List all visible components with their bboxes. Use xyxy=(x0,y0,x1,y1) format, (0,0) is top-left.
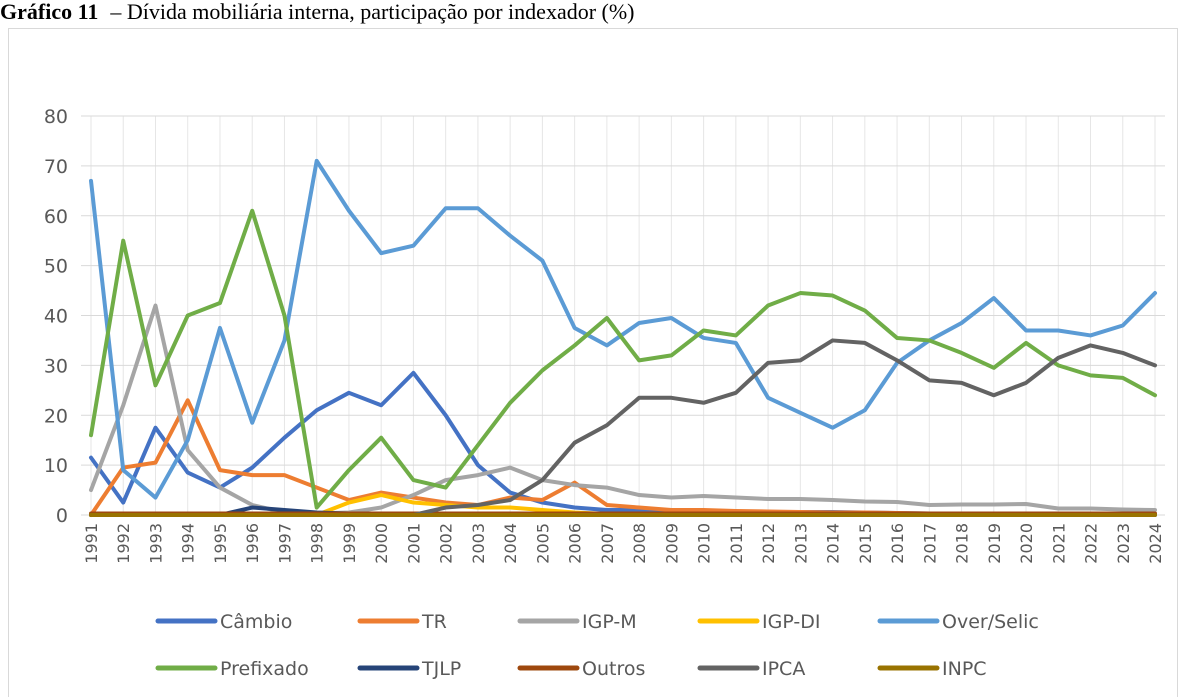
x-tick-label: 2015 xyxy=(856,523,875,564)
x-tick-label: 1996 xyxy=(243,523,262,564)
legend-label: Over/Selic xyxy=(942,611,1039,633)
line-series xyxy=(89,208,1157,510)
x-tick-label: 1999 xyxy=(340,523,359,564)
x-tick-label: 2012 xyxy=(759,523,778,564)
title-label: Gráfico 11 xyxy=(0,0,98,24)
y-tick-label: 70 xyxy=(44,156,68,178)
y-tick-label: 50 xyxy=(44,256,68,278)
x-tick-label: 2004 xyxy=(501,523,520,564)
chart-border xyxy=(8,28,1178,697)
y-tick-label: 60 xyxy=(44,206,68,228)
chart-title: Gráfico 11 – Dívida mobiliária interna, p… xyxy=(0,0,635,24)
legend-label: Câmbio xyxy=(220,611,292,633)
x-tick-label: 2014 xyxy=(824,523,843,564)
x-tick-label: 2000 xyxy=(372,523,391,564)
x-tick-label: 2018 xyxy=(953,523,972,564)
x-tick-label: 2003 xyxy=(469,523,488,564)
y-tick-label: 40 xyxy=(44,306,68,328)
x-tick-label: 2001 xyxy=(404,523,423,564)
legend-label: TR xyxy=(421,611,447,633)
legend-label: TJLP xyxy=(421,658,461,680)
x-tick-label: 2002 xyxy=(437,523,456,564)
x-tick-label: 1991 xyxy=(82,523,101,564)
legend-label: INPC xyxy=(942,658,987,680)
x-tick-label: 2006 xyxy=(566,523,585,564)
x-tick-label: 2023 xyxy=(1114,523,1133,564)
x-tick-label: 2008 xyxy=(630,523,649,564)
legend-label: Prefixado xyxy=(220,658,309,680)
x-tick-label: 2007 xyxy=(598,523,617,564)
x-tick-label: 2005 xyxy=(533,523,552,564)
x-tick-label: 2016 xyxy=(888,523,907,564)
x-tick-label: 2011 xyxy=(727,523,746,564)
x-tick-label: 1992 xyxy=(114,523,133,564)
x-tick-label: 2024 xyxy=(1146,523,1165,564)
x-tick-label: 2009 xyxy=(662,523,681,564)
x-tick-label: 2020 xyxy=(1017,523,1036,564)
x-tick-label: 1993 xyxy=(146,523,165,564)
title-text: – Dívida mobiliária interna, participaçã… xyxy=(109,0,634,24)
x-tick-label: 1997 xyxy=(275,523,294,564)
x-tick-label: 2010 xyxy=(695,523,714,564)
y-tick-label: 0 xyxy=(56,505,68,527)
y-tick-label: 30 xyxy=(44,355,68,377)
x-tick-label: 2013 xyxy=(791,523,810,564)
x-tick-label: 2019 xyxy=(985,523,1004,564)
line-series xyxy=(89,158,1157,500)
x-tick-label: 2021 xyxy=(1049,523,1068,564)
x-tick-label: 1995 xyxy=(211,523,230,564)
legend-label: IGP-DI xyxy=(762,611,820,633)
legend-label: IPCA xyxy=(762,658,805,680)
x-tick-label: 1994 xyxy=(179,523,198,564)
y-tick-label: 10 xyxy=(44,455,68,477)
x-tick-label: 2022 xyxy=(1082,523,1101,564)
legend-label: IGP-M xyxy=(582,611,637,633)
x-tick-label: 1998 xyxy=(308,523,327,564)
y-tick-label: 80 xyxy=(44,106,68,128)
x-tick-label: 2017 xyxy=(920,523,939,564)
legend-label: Outros xyxy=(582,658,645,680)
y-tick-label: 20 xyxy=(44,405,68,427)
